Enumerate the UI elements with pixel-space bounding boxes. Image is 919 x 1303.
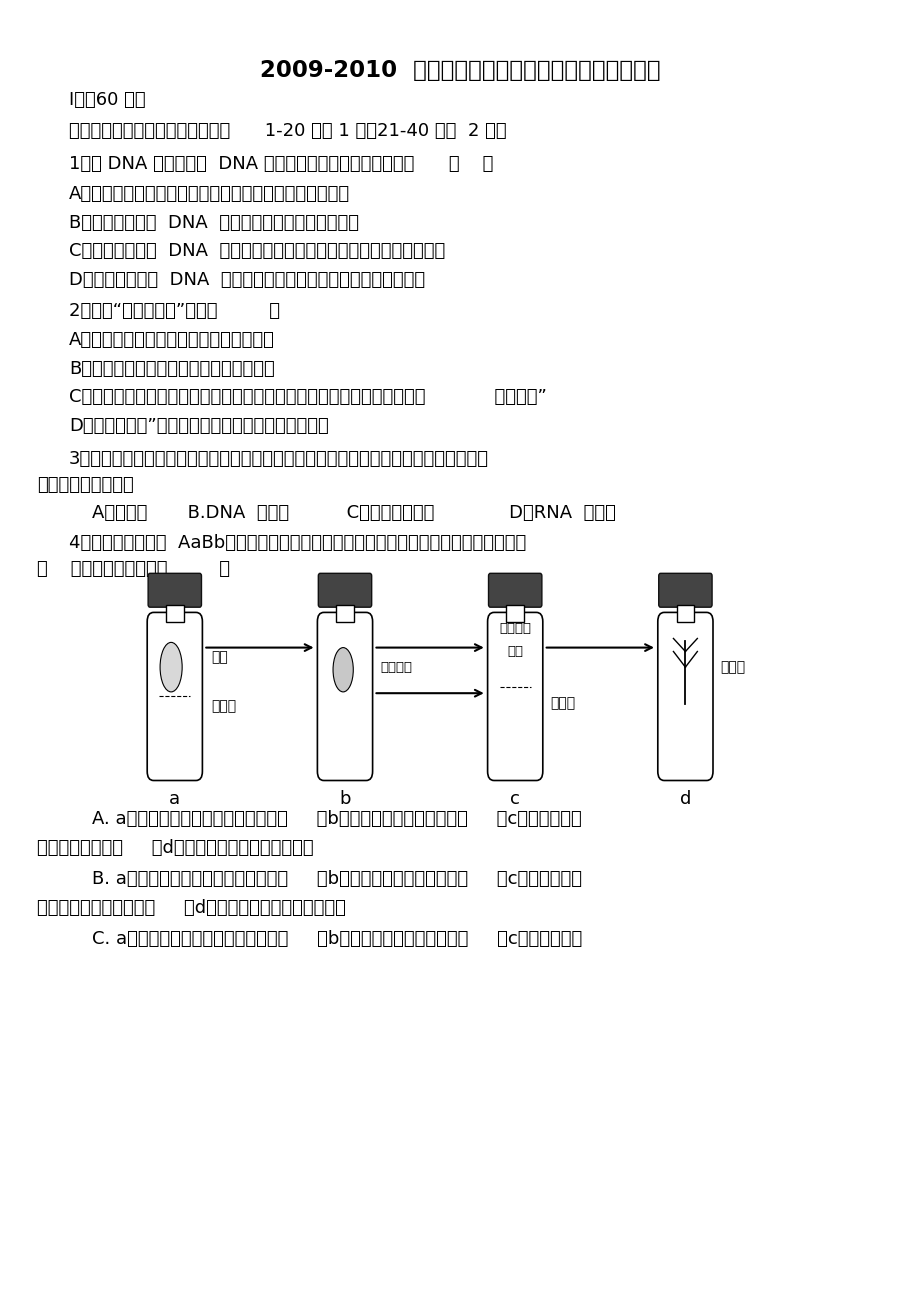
Text: 应有乙烯和脱落酸     ；d试管苗的生长发育不需要光照: 应有乙烯和脱落酸 ；d试管苗的生长发育不需要光照 (37, 839, 313, 857)
FancyBboxPatch shape (487, 612, 542, 780)
Text: 试管苗: 试管苗 (720, 661, 744, 674)
Text: 应有生长素和细胞分裂素     ；d试管苗的生长发育不需要光照: 应有生长素和细胞分裂素 ；d试管苗的生长发育不需要光照 (37, 899, 346, 917)
Text: 愈伤组织: 愈伤组织 (380, 661, 412, 674)
Text: D．一种限制酶在  DNA  双链上识别的核苷酸序列和酶切位点都不同: D．一种限制酶在 DNA 双链上识别的核苷酸序列和酶切位点都不同 (69, 271, 425, 289)
FancyBboxPatch shape (657, 612, 712, 780)
Text: 培养基: 培养基 (211, 700, 236, 713)
FancyBboxPatch shape (488, 573, 541, 607)
Text: A. a用花药离体培养法获得单倍体植株     ；b通过有丝分裂产生愈伤组织     ；c培养基中至少: A. a用花药离体培养法获得单倍体植株 ；b通过有丝分裂产生愈伤组织 ；c培养基… (69, 810, 581, 829)
FancyBboxPatch shape (658, 573, 711, 607)
Text: 3．镰刀型细胞贫血症的病因是血红蛋白基因的碘基序列发生了改变。检测这种碘基序列: 3．镰刀型细胞贫血症的病因是血红蛋白基因的碘基序列发生了改变。检测这种碘基序列 (69, 450, 489, 468)
Text: Ⅰ卷（60 分）: Ⅰ卷（60 分） (69, 91, 145, 109)
Text: B．转基因农作物中的部分成分没发生改变: B．转基因农作物中的部分成分没发生改变 (69, 360, 275, 378)
Text: 2．所谓“实质性等同”是指（         ）: 2．所谓“实质性等同”是指（ ） (69, 302, 279, 321)
FancyBboxPatch shape (148, 573, 201, 607)
Text: 花药: 花药 (211, 650, 228, 663)
Text: 分化: 分化 (506, 645, 523, 658)
Text: A．一种限制酶只识别一种核苷酸序列，有专一性酶切位点: A．一种限制酶只识别一种核苷酸序列，有专一性酶切位点 (69, 185, 350, 203)
Ellipse shape (333, 648, 353, 692)
Text: C. a用花药离体培养法获得单倍体植株     ；b通过有丝分裂产生愈伤组织     ；c培养基中至少: C. a用花药离体培养法获得单倍体植株 ；b通过有丝分裂产生愈伤组织 ；c培养基… (69, 930, 582, 949)
Bar (166, 605, 184, 622)
Text: 培养基: 培养基 (550, 697, 574, 710)
Text: D．实质性等同”是对转基因农作物安全性的最终评价: D．实质性等同”是对转基因农作物安全性的最终评价 (69, 417, 328, 435)
Text: B. a用花药离体培养法获得二倍体植株     ；b通过减数分裂产生愈伤组织     ；c培养基中至少: B. a用花药离体培养法获得二倍体植株 ；b通过减数分裂产生愈伤组织 ；c培养基… (69, 870, 582, 889)
Text: 愈伤组织: 愈伤组织 (499, 622, 530, 635)
Bar (336, 605, 353, 622)
Text: b: b (339, 790, 350, 808)
Text: a: a (169, 790, 180, 808)
Bar (676, 605, 694, 622)
Text: C．一种限制酶在  DNA  双链上识别的核苷酸序列相同，但酶切位点不同: C．一种限制酶在 DNA 双链上识别的核苷酸序列相同，但酶切位点不同 (69, 242, 445, 261)
FancyBboxPatch shape (147, 612, 202, 780)
FancyBboxPatch shape (317, 612, 372, 780)
Text: 以    下选项中正确的是（         ）: 以 下选项中正确的是（ ） (37, 560, 230, 579)
Text: c: c (510, 790, 519, 808)
Text: d: d (679, 790, 690, 808)
Text: B．一种限制酶在  DNA  双链上识别的核苷酸序列不同: B．一种限制酶在 DNA 双链上识别的核苷酸序列不同 (69, 214, 358, 232)
Text: A．转基因农作物中的成分完全没发生改变: A．转基因农作物中的成分完全没发生改变 (69, 331, 275, 349)
Ellipse shape (160, 642, 182, 692)
Bar (506, 605, 524, 622)
Text: C．转基因作物中只要某些重要成分没有发生改变，就可以认为与天然品种            没有差别”: C．转基因作物中只要某些重要成分没有发生改变，就可以认为与天然品种 没有差别” (69, 388, 546, 407)
FancyBboxPatch shape (318, 573, 371, 607)
Text: 4．水稺（基因型为  AaBb）的花药通过无菌操作，接入试管，经过如下过程培育试管苗。: 4．水稺（基因型为 AaBb）的花药通过无菌操作，接入试管，经过如下过程培育试管… (69, 534, 526, 552)
Text: A．解旋酶       B.DNA  连接酶          C．限制性内切酶             D、RNA  聚合酶: A．解旋酶 B.DNA 连接酶 C．限制性内切酶 D、RNA 聚合酶 (69, 504, 615, 523)
Text: 2009-2010  学年第二学期高二年级期中考试生物试题: 2009-2010 学年第二学期高二年级期中考试生物试题 (259, 59, 660, 82)
Text: 改变必须使用的酶是: 改变必须使用的酶是 (37, 476, 133, 494)
Text: 一、选择题（每题只有一个答案，      1-20 每题 1 分，21-40 每题  2 分）: 一、选择题（每题只有一个答案， 1-20 每题 1 分，21-40 每题 2 分… (69, 122, 506, 141)
Text: 1、用 DNA 限制酶切割  DNA 时，识别的核苷酸序列和切口是      （    ）: 1、用 DNA 限制酶切割 DNA 时，识别的核苷酸序列和切口是 （ ） (69, 155, 493, 173)
